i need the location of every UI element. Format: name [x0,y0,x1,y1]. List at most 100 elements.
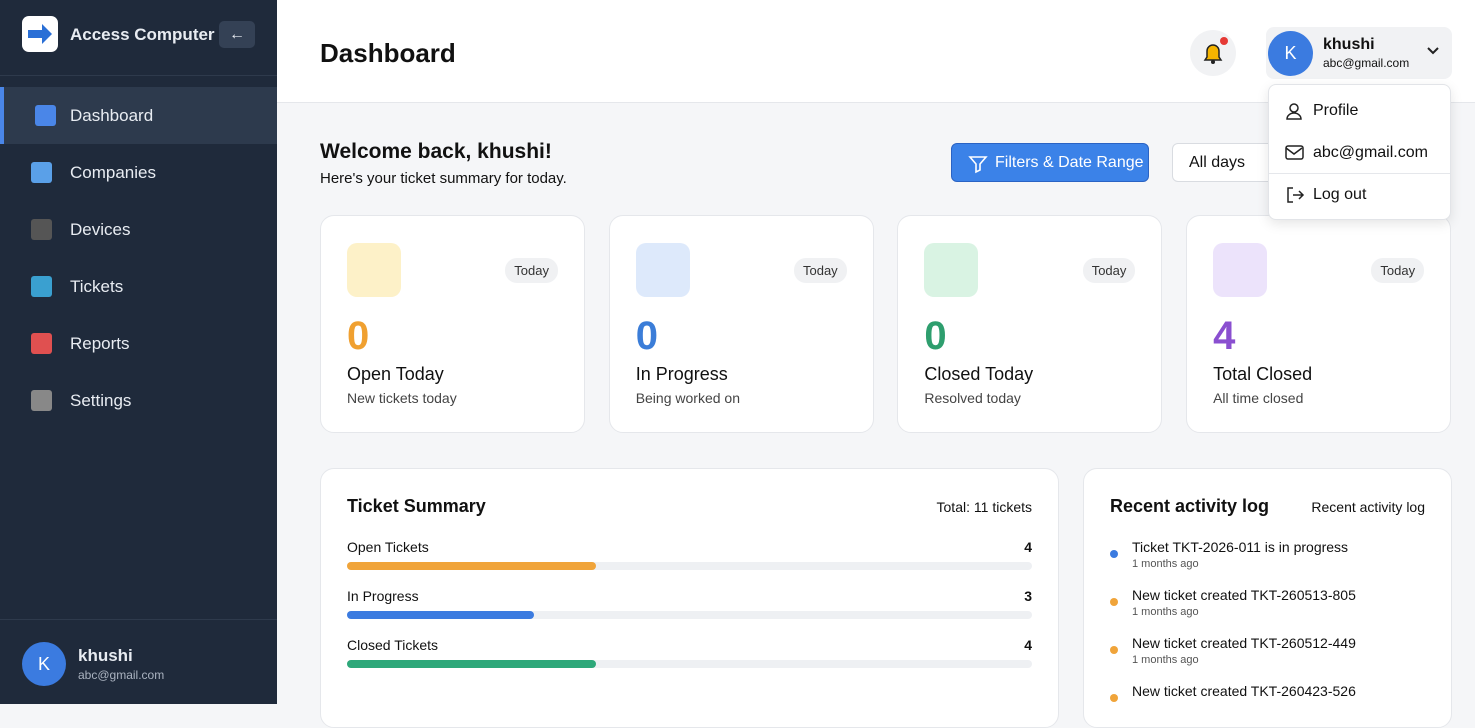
nav-item[interactable]: Tickets [0,258,277,315]
activity-dot [1110,598,1118,606]
divider [0,619,277,620]
card-subtitle: All time closed [1213,390,1304,406]
panel-title: Recent activity log [1110,496,1270,516]
row-label: In Progress [347,588,419,604]
card-title: Open Today [347,364,444,384]
collapse-button[interactable]: ← [219,21,255,48]
user-email: abc@gmail.com [78,668,165,682]
card-icon [1213,243,1268,297]
activity-dot [1110,550,1118,558]
dropdown: Profile abc@gmail.com Log out [1268,84,1451,220]
menu-item[interactable]: abc@gmail.com [1269,132,1450,174]
panel-title: Ticket Summary [347,496,486,516]
card-value: 0 [924,314,947,358]
menu-label: Log out [1313,186,1367,203]
activity-dot [1110,646,1118,654]
card-icon [924,243,979,297]
card-value: 0 [347,314,370,358]
nav-label: Reports [70,333,130,353]
notifications[interactable] [1190,30,1236,76]
bar [347,562,597,570]
activity-link[interactable]: Recent activity log [1311,499,1425,515]
nav-item[interactable]: Settings [0,372,277,429]
card-title: In Progress [635,364,728,384]
activity-time: 1 months ago [1132,606,1199,618]
row-value: 3 [1024,588,1032,604]
nav-label: Dashboard [70,105,154,125]
bar-track [347,660,1032,668]
nav-icon [31,390,52,411]
total-text: Total: [936,499,970,515]
nav-item[interactable]: Companies [0,144,277,201]
stat-card: Today 0 Open Today New tickets today [320,215,585,433]
user-name: khushi [78,646,133,665]
card-badge: Today [793,258,847,283]
card-icon [635,243,690,297]
nav-icon [35,105,56,126]
stat-card: Today 0 In Progress Being worked on [608,215,874,433]
chevron [1427,47,1439,55]
stat-card: Today 0 Closed Today Resolved today [897,215,1163,433]
user-name: khushi [1323,36,1375,53]
menu-label: abc@gmail.com [1313,144,1428,161]
row-label: Open Tickets [347,539,429,555]
nav-label: Devices [70,219,131,239]
card-badge: Today [1082,258,1136,283]
row-label: Closed Tickets [347,637,439,653]
card-subtitle: Being worked on [635,390,740,406]
card-title: Total Closed [1213,364,1313,384]
avatar: K [22,642,66,686]
card-value: 0 [635,314,658,358]
card-subtitle: New tickets today [347,390,457,406]
row-value: 4 [1024,637,1032,653]
menu-item[interactable]: Log out [1269,174,1450,216]
total: Total: 11 tickets [937,499,1032,515]
bar-track [347,611,1032,619]
total-value: 11 [973,499,989,515]
bar [347,611,534,619]
nav-item[interactable]: Devices [0,201,277,258]
card-badge: Today [505,258,558,283]
nav-item[interactable]: Reports [0,315,277,372]
activity-time: 1 months ago [1132,558,1199,570]
activity-time: 1 months ago [1132,654,1199,666]
activity-text: New ticket created TKT-260512-449 [1132,635,1356,651]
total-unit: tickets [992,499,1032,515]
menu-label: Profile [1313,102,1359,119]
stat-card: Today 4 Total Closed All time closed [1186,215,1452,433]
ticket-summary: Ticket Summary Total: 11 tickets Open Ti… [320,468,1059,728]
card-badge: Today [1371,258,1425,283]
card-value: 4 [1213,314,1236,358]
card-title: Closed Today [924,364,1034,384]
nav-icon [31,333,52,354]
filters-button[interactable]: Filters & Date Range [951,143,1149,182]
activity-text: Ticket TKT-2026-011 is in progress [1132,539,1349,555]
bar [347,660,597,668]
card-icon [347,243,401,297]
row-value: 4 [1024,539,1032,555]
activity-log: Recent activity log Recent activity log … [1083,468,1452,728]
nav-item[interactable]: Dashboard [0,87,277,144]
nav-icon [31,162,52,183]
welcome-title: Welcome back, khushi! [320,140,552,163]
card-subtitle: Resolved today [924,390,1021,406]
avatar: K [1268,31,1313,76]
activity-text: New ticket created TKT-260513-805 [1132,587,1356,603]
brand: Access Computer [70,25,215,44]
bar-track [347,562,1032,570]
divider [1269,173,1450,174]
logo [22,16,58,52]
nav-icon [31,219,52,240]
user-email: abc@gmail.com [1323,56,1410,70]
activity-dot [1110,694,1118,702]
page-title: Dashboard [320,38,456,68]
nav-icon [31,276,52,297]
nav-label: Tickets [70,276,124,296]
menu-item[interactable]: Profile [1269,90,1450,132]
days-select[interactable]: All days [1172,143,1282,182]
welcome-subtitle: Here's your ticket summary for today. [320,170,567,187]
filters-label: Filters & Date Range [995,153,1144,171]
sidebar: Access Computer ← Dashboard Companies Devi… [0,0,277,704]
nav-label: Companies [70,162,156,182]
